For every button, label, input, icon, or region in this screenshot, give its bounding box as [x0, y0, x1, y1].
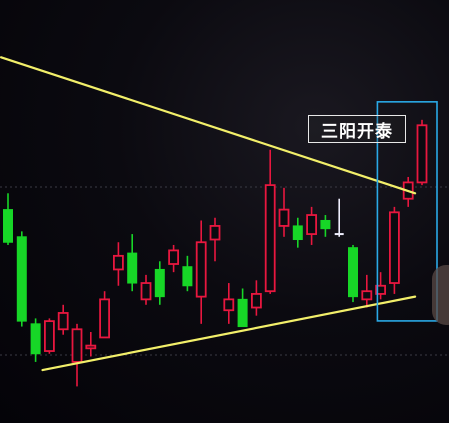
candle-body-30	[416, 124, 428, 184]
candle-27	[375, 272, 387, 300]
candle-body-6	[85, 344, 97, 350]
candle-25	[348, 244, 358, 303]
candle-17	[237, 288, 248, 328]
candle-body-10	[140, 282, 152, 301]
candle-2	[30, 318, 41, 362]
candle-26	[361, 274, 373, 308]
candle-body-18	[250, 293, 262, 309]
candle-body-28	[388, 211, 400, 284]
candle-body-21	[292, 225, 303, 241]
candle-15	[209, 217, 221, 262]
candle-30	[416, 119, 428, 186]
candle-14	[195, 220, 207, 324]
candle-body-23	[320, 219, 331, 230]
candle-1	[16, 231, 27, 327]
candle-7	[99, 291, 110, 339]
candle-body-20	[278, 208, 290, 227]
candle-body-2	[30, 323, 41, 355]
candle-body-14	[195, 241, 207, 298]
highlight-group	[376, 101, 438, 322]
candle-11	[154, 261, 165, 305]
candle-body-13	[182, 266, 193, 287]
candle-body-27	[375, 284, 387, 295]
trendline-upper	[0, 56, 417, 195]
candle-20	[278, 187, 290, 237]
candle-4	[57, 304, 69, 335]
candle-body-19	[264, 184, 276, 293]
candle-body-0	[3, 209, 13, 243]
candle-10	[140, 274, 152, 305]
candle-body-26	[361, 290, 373, 301]
candle-body-1	[16, 236, 27, 322]
highlight-box	[376, 101, 438, 322]
candle-body-16	[223, 298, 235, 312]
candle-3	[44, 318, 55, 354]
candle-body-15	[209, 225, 221, 241]
candle-0	[3, 193, 13, 245]
candle-9	[127, 234, 138, 292]
candle-12	[168, 244, 180, 273]
candle-22	[306, 206, 318, 245]
candle-28	[388, 206, 400, 294]
candle-body-4	[57, 312, 69, 331]
candle-24	[334, 198, 344, 237]
candle-body-11	[154, 268, 165, 298]
finger-overlay	[432, 265, 449, 325]
candle-16	[223, 283, 235, 324]
candle-18	[250, 280, 262, 316]
candle-body-12	[168, 249, 180, 265]
trendline-group	[0, 56, 417, 372]
candle-body-25	[348, 247, 358, 298]
pattern-label: 三阳开泰	[308, 115, 406, 143]
candle-6	[85, 332, 97, 357]
candle-body-3	[44, 320, 55, 352]
candle-series	[3, 119, 428, 387]
candle-13	[182, 255, 193, 292]
trendline-lower	[41, 295, 417, 372]
candle-body-17	[237, 298, 248, 328]
candle-8	[113, 242, 124, 286]
candle-21	[292, 217, 303, 248]
candle-body-8	[113, 254, 124, 271]
candle-23	[320, 215, 331, 237]
candle-body-7	[99, 298, 110, 339]
candle-19	[264, 149, 276, 294]
candle-body-22	[306, 214, 318, 235]
candle-body-5	[71, 328, 83, 363]
candle-5	[71, 323, 83, 387]
candle-body-9	[127, 252, 138, 284]
